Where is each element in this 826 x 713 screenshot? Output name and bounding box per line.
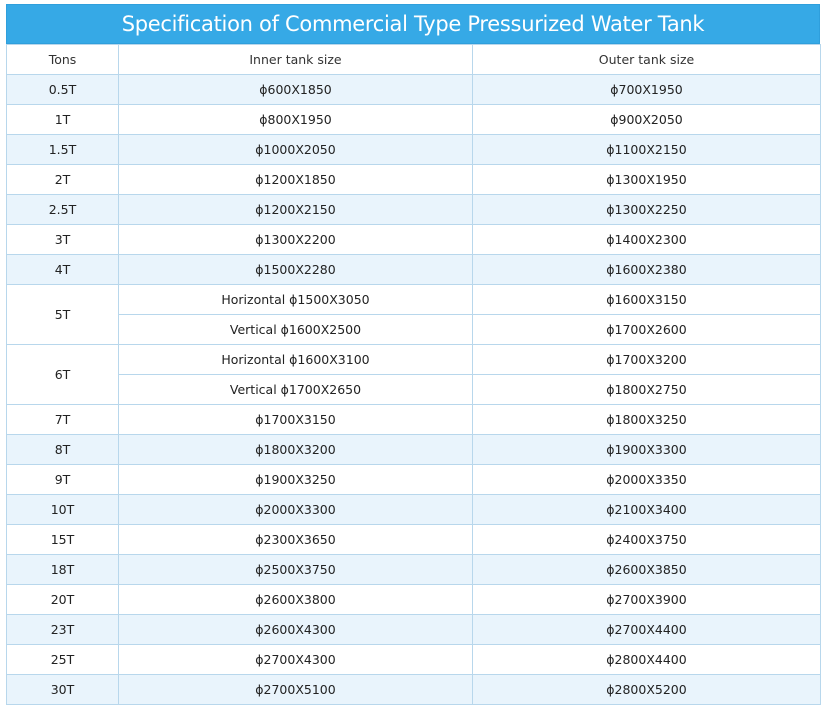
cell-tons: 10T [6,494,119,525]
cell-outer-size: ϕ1700X3200 [472,344,821,375]
cell-outer-size: ϕ2800X5200 [472,674,821,705]
cell-tons: 15T [6,524,119,555]
table-row: 4T ϕ1500X2280 ϕ1600X2380 [6,254,821,285]
spec-table: Tons Inner tank size Outer tank size 0.5… [6,44,821,705]
cell-tons: 8T [6,434,119,465]
table-row: 7T ϕ1700X3150 ϕ1800X3250 [6,404,821,435]
table-row: 9T ϕ1900X3250 ϕ2000X3350 [6,464,821,495]
cell-inner-size: ϕ2700X4300 [118,644,473,675]
cell-tons: 23T [6,614,119,645]
cell-inner-size: ϕ2300X3650 [118,524,473,555]
cell-outer-size: ϕ2800X4400 [472,644,821,675]
cell-outer-size: ϕ1300X1950 [472,164,821,195]
cell-tons: 2.5T [6,194,119,225]
table-row: 3T ϕ1300X2200 ϕ1400X2300 [6,224,821,255]
table-row: 25T ϕ2700X4300 ϕ2800X4400 [6,644,821,675]
table-row: 0.5T ϕ600X1850 ϕ700X1950 [6,74,821,105]
cell-outer-size: ϕ2700X3900 [472,584,821,615]
table-row: 15T ϕ2300X3650 ϕ2400X3750 [6,524,821,555]
header-inner-size: Inner tank size [118,44,473,75]
cell-outer-size: ϕ2600X3850 [472,554,821,585]
cell-inner-size: ϕ2600X3800 [118,584,473,615]
table-row: 30T ϕ2700X5100 ϕ2800X5200 [6,674,821,705]
cell-outer-size: ϕ1300X2250 [472,194,821,225]
table-row: Vertical ϕ1700X2650 ϕ1800X2750 [7,374,821,405]
cell-outer-size: ϕ1400X2300 [472,224,821,255]
table-row: 1.5T ϕ1000X2050 ϕ1100X2150 [6,134,821,165]
table-row: 8T ϕ1800X3200 ϕ1900X3300 [6,434,821,465]
cell-inner-size: Vertical ϕ1700X2650 [118,374,473,405]
cell-outer-size: ϕ1600X3150 [472,284,821,315]
cell-inner-size: ϕ2700X5100 [118,674,473,705]
cell-inner-size: ϕ1500X2280 [118,254,473,285]
header-tons: Tons [6,44,119,75]
cell-outer-size: ϕ1700X2600 [472,314,821,345]
cell-inner-size: ϕ800X1950 [118,104,473,135]
table-row: Vertical ϕ1600X2500 ϕ1700X2600 [7,314,821,345]
cell-tons: 2T [6,164,119,195]
cell-inner-size: ϕ1300X2200 [118,224,473,255]
spec-document: Specification of Commercial Type Pressur… [6,4,821,705]
table-title: Specification of Commercial Type Pressur… [6,4,820,44]
cell-outer-size: ϕ2400X3750 [472,524,821,555]
header-row: Tons Inner tank size Outer tank size [6,44,821,75]
table-row: 5T Horizontal ϕ1500X3050 ϕ1600X3150 [6,284,821,345]
table-row: 2.5T ϕ1200X2150 ϕ1300X2250 [6,194,821,225]
cell-tons: 25T [6,644,119,675]
cell-inner-size: ϕ1800X3200 [118,434,473,465]
cell-inner-size: ϕ1200X2150 [118,194,473,225]
table-row: 23T ϕ2600X4300 ϕ2700X4400 [6,614,821,645]
cell-tons: 7T [6,404,119,435]
cell-inner-size: ϕ2500X3750 [118,554,473,585]
cell-inner-size: ϕ2600X4300 [118,614,473,645]
cell-outer-size: ϕ1800X3250 [472,404,821,435]
cell-inner-size: ϕ600X1850 [118,74,473,105]
cell-tons: 18T [6,554,119,585]
cell-outer-size: ϕ900X2050 [472,104,821,135]
cell-tons: 9T [6,464,119,495]
cell-inner-size: Horizontal ϕ1600X3100 [118,344,473,375]
cell-tons: 4T [6,254,119,285]
cell-outer-size: ϕ1800X2750 [472,374,821,405]
cell-tons: 30T [6,674,119,705]
cell-inner-size: Horizontal ϕ1500X3050 [118,284,473,315]
table-row: 20T ϕ2600X3800 ϕ2700X3900 [6,584,821,615]
cell-tons: 1.5T [6,134,119,165]
cell-tons: 6T [6,344,119,405]
header-outer-size: Outer tank size [472,44,821,75]
table-row: 2T ϕ1200X1850 ϕ1300X1950 [6,164,821,195]
cell-inner-size: ϕ1700X3150 [118,404,473,435]
cell-outer-size: ϕ2100X3400 [472,494,821,525]
cell-tons: 20T [6,584,119,615]
cell-inner-size: ϕ1000X2050 [118,134,473,165]
cell-outer-size: ϕ2000X3350 [472,464,821,495]
table-row: 10T ϕ2000X3300 ϕ2100X3400 [6,494,821,525]
cell-outer-size: ϕ1600X2380 [472,254,821,285]
table-row: 18T ϕ2500X3750 ϕ2600X3850 [6,554,821,585]
cell-outer-size: ϕ700X1950 [472,74,821,105]
table-row: 1T ϕ800X1950 ϕ900X2050 [6,104,821,135]
table-body: 0.5T ϕ600X1850 ϕ700X1950 1T ϕ800X1950 ϕ900X20… [6,74,821,705]
cell-inner-size: ϕ1200X1850 [118,164,473,195]
table-row: 6T Horizontal ϕ1600X3100 ϕ1700X3200 [6,344,821,405]
cell-tons: 1T [6,104,119,135]
cell-inner-size: ϕ1900X3250 [118,464,473,495]
cell-outer-size: ϕ2700X4400 [472,614,821,645]
cell-inner-size: Vertical ϕ1600X2500 [118,314,473,345]
cell-tons: 0.5T [6,74,119,105]
cell-tons: 3T [6,224,119,255]
cell-inner-size: ϕ2000X3300 [118,494,473,525]
cell-tons: 5T [6,284,119,345]
cell-outer-size: ϕ1100X2150 [472,134,821,165]
cell-outer-size: ϕ1900X3300 [472,434,821,465]
